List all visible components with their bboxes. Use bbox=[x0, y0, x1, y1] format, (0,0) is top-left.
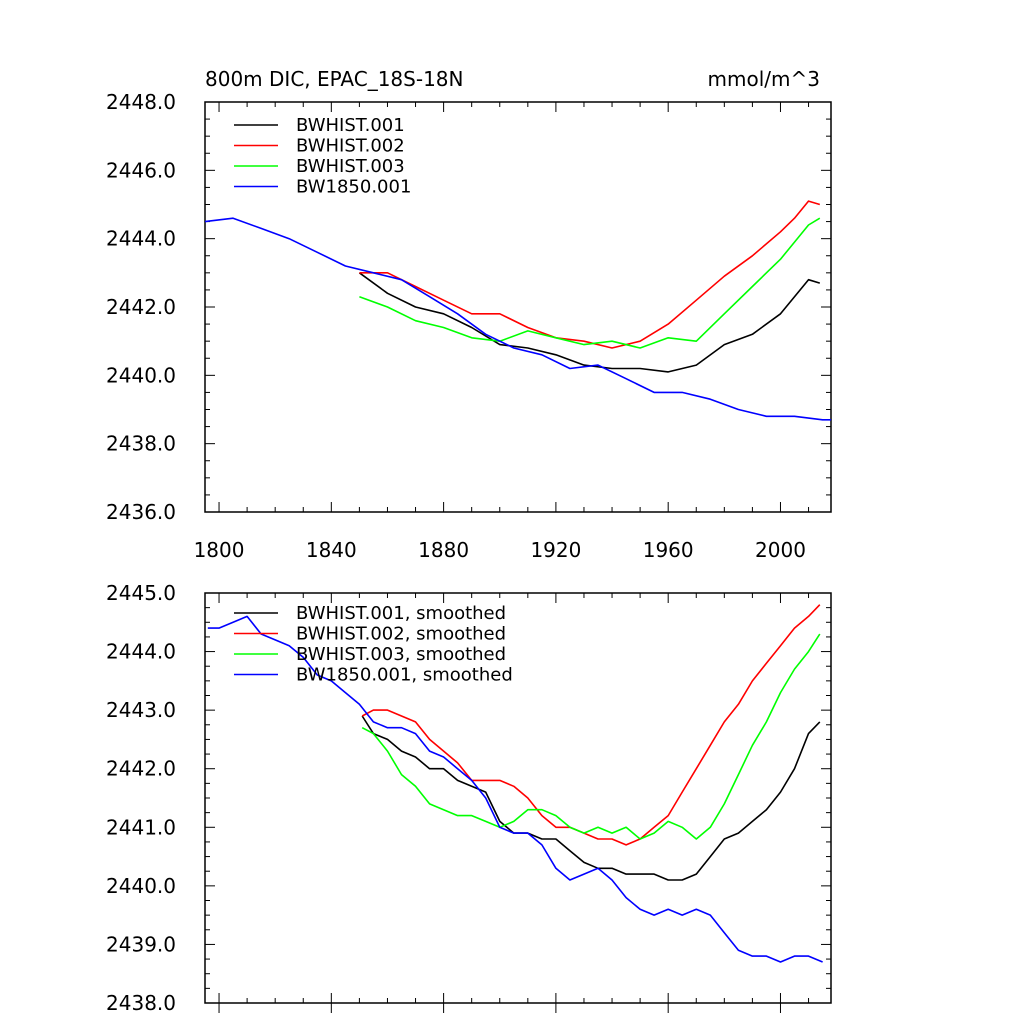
units-label: mmol/m^3 bbox=[708, 67, 820, 91]
bottom-panel: 2438.0 2439.0 2440.0 2441.0 2442.0 2443.0 2444… bbox=[106, 581, 832, 1015]
x-tick-label: 1920 bbox=[530, 538, 581, 562]
series-line bbox=[358, 272, 821, 373]
y-tick-label: 2436.0 bbox=[106, 500, 176, 524]
series-lines bbox=[207, 604, 823, 963]
series-line bbox=[359, 217, 821, 349]
legend-label: BWHIST.002 bbox=[296, 136, 405, 157]
y-tick-label: 2441.0 bbox=[106, 815, 176, 839]
y-tick-label: 2448.0 bbox=[106, 90, 176, 114]
chart-title: 800m DIC, EPAC_18S-18N bbox=[205, 67, 463, 91]
y-tick-label: 2438.0 bbox=[106, 432, 176, 456]
y-tick-label: 2444.0 bbox=[106, 640, 176, 664]
legend-label: BW1850.001, smoothed bbox=[296, 665, 513, 686]
y-tick-label: 2444.0 bbox=[106, 227, 176, 251]
y-tick-labels: 2438.0 2439.0 2440.0 2441.0 2442.0 2443.0 2444… bbox=[106, 581, 176, 1015]
y-tick-label: 2442.0 bbox=[106, 295, 176, 319]
series-line bbox=[361, 633, 821, 840]
y-tick-label: 2438.0 bbox=[106, 991, 176, 1015]
x-tick-label: 1840 bbox=[306, 538, 357, 562]
y-tick-label: 2445.0 bbox=[106, 581, 176, 605]
legend-label: BWHIST.002, smoothed bbox=[296, 624, 506, 645]
x-tick-label: 1800 bbox=[194, 538, 245, 562]
series-line bbox=[204, 217, 831, 421]
tick-marks bbox=[205, 592, 831, 1013]
series-lines bbox=[204, 200, 831, 421]
series-line bbox=[359, 200, 821, 349]
legend-label: BWHIST.003, smoothed bbox=[296, 644, 506, 665]
tick-marks bbox=[205, 101, 831, 513]
top-panel: 800m DIC, EPAC_18S-18N mmol/m^3 2436.024… bbox=[106, 67, 832, 562]
y-tick-label: 2442.0 bbox=[106, 757, 176, 781]
series-line bbox=[361, 604, 821, 846]
x-tick-label: 1960 bbox=[643, 538, 694, 562]
y-tick-label: 2439.0 bbox=[106, 932, 176, 956]
legend-label: BWHIST.001, smoothed bbox=[296, 603, 506, 624]
legend-label: BWHIST.003 bbox=[296, 156, 405, 177]
x-tick-labels: 1800 1840 1880 1920 1960 2000 bbox=[194, 538, 806, 562]
legend-label: BWHIST.001 bbox=[296, 115, 405, 136]
y-tick-label: 2443.0 bbox=[106, 698, 176, 722]
x-tick-label: 1880 bbox=[418, 538, 469, 562]
y-tick-label: 2440.0 bbox=[106, 874, 176, 898]
y-tick-label: 2440.0 bbox=[106, 363, 176, 387]
y-tick-labels: 2436.0 2438.0 2440.0 2442.0 2444.0 2446.0 2448… bbox=[106, 90, 176, 524]
legend-label: BW1850.001 bbox=[296, 177, 411, 198]
y-tick-label: 2446.0 bbox=[106, 158, 176, 182]
series-line bbox=[207, 615, 823, 963]
series-line bbox=[361, 715, 821, 881]
x-tick-label: 2000 bbox=[755, 538, 806, 562]
